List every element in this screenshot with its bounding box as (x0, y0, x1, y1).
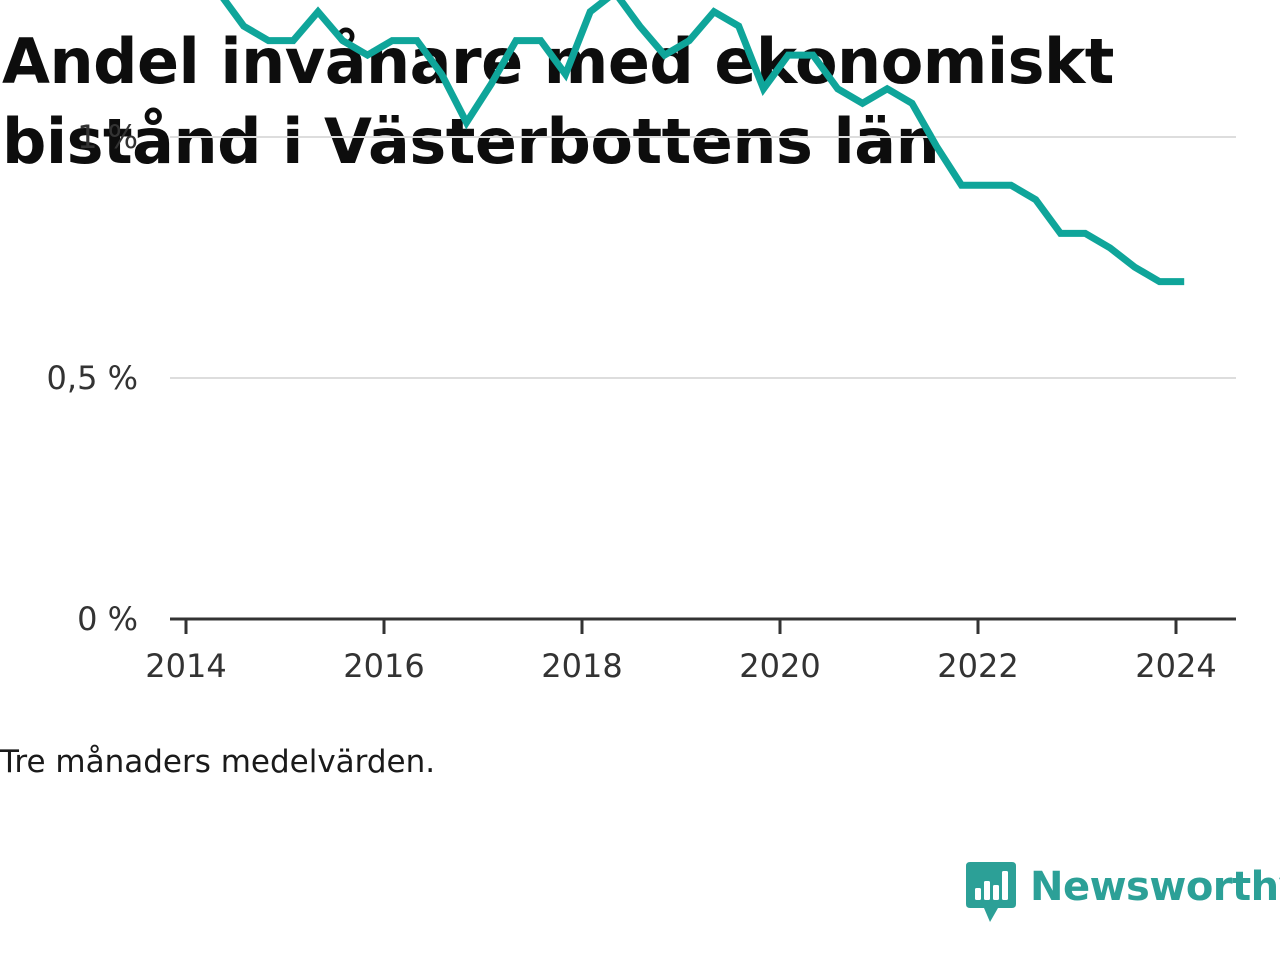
brand-logo-block: Newsworthy (966, 862, 1280, 926)
x-tick-label: 2018 (541, 647, 622, 685)
x-axis (170, 617, 1236, 634)
brand-name: Newsworthy (1030, 864, 1280, 910)
x-tick-label: 2014 (145, 647, 226, 685)
series (220, 0, 1185, 286)
footnote: Tre månaders medelvärden. (0, 744, 436, 780)
x-tick-label: 2020 (739, 647, 820, 685)
x-tick-label: 2022 (937, 647, 1018, 685)
gridlines (170, 136, 1236, 379)
y-tick-label: 1 % (77, 118, 138, 156)
x-axis-tick-labels: 2014 2016 2018 2020 2022 2024 (145, 647, 1216, 685)
newsworthy-chart-bubble-icon (966, 862, 1016, 922)
line-chart: 0 % 0,5 % 1 % 2014 2016 2018 2020 2022 2024 (47, 0, 1236, 685)
y-tick-label: 0 % (77, 600, 138, 638)
x-tick-label: 2024 (1135, 647, 1216, 685)
x-tick-label: 2016 (343, 647, 424, 685)
y-tick-label: 0,5 % (47, 359, 138, 397)
y-axis-tick-labels: 0 % 0,5 % 1 % (47, 118, 138, 638)
series-line (220, 0, 1185, 286)
